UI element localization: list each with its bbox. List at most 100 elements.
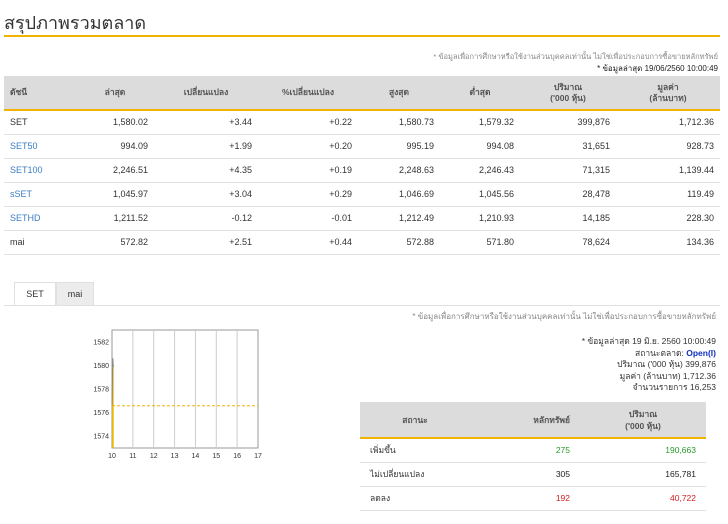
chart-x-tick-label: 10: [108, 453, 116, 460]
pct-change-cell: -0.01: [258, 206, 358, 231]
col-volume-label: ปริมาณ: [553, 81, 583, 92]
last-cell: 994.09: [76, 134, 154, 159]
status-label-cell: ไม่เปลี่ยนแปลง: [360, 462, 470, 487]
market-status-label: สถานะตลาด:: [635, 347, 684, 358]
chart-tabs: SET mai: [14, 282, 94, 306]
volume-cell: 399,876: [520, 110, 616, 135]
disclaimer-text: * ข้อมูลเพื่อการศึกษาหรือใช้งานส่วนบุคคล…: [433, 52, 718, 61]
index-cell[interactable]: SETHD: [4, 206, 76, 231]
col-high: สูงสุด: [358, 76, 440, 111]
status-volume-cell: 165,781: [580, 462, 706, 487]
table-row: SET50 994.09 +1.99 +0.20 995.19 994.08 31,651 9…: [4, 134, 720, 159]
change-cell: +4.35: [154, 158, 258, 183]
stat-deals-label: จำนวนรายการ: [632, 382, 688, 392]
market-stats: * ข้อมูลล่าสุด 19 มิ.ย. 2560 10:00:49 สถ…: [582, 336, 716, 394]
chart-x-tick-label: 11: [129, 453, 136, 460]
col-volume-unit: ('000 หุ้น): [550, 92, 586, 103]
intraday-chart-svg: 10 11 12 13 14 15 16 17 1582 1580 1578 1576 1574: [93, 329, 262, 460]
change-cell: +3.44: [154, 110, 258, 135]
col-high-label: สูงสุด: [388, 87, 410, 97]
col-last: ล่าสุด: [76, 76, 154, 111]
chart-y-tick-label: 1582: [93, 339, 109, 346]
pct-change-cell: +0.29: [258, 182, 358, 207]
high-cell: 1,046.69: [358, 182, 440, 207]
index-cell[interactable]: SET50: [4, 134, 76, 159]
market-status: สถานะตลาด: Open(I): [582, 348, 716, 360]
low-cell: 1,579.32: [440, 110, 520, 135]
disclaimer-side: * ข้อมูลเพื่อการศึกษาหรือใช้งานส่วนบุคคล…: [412, 312, 716, 321]
page-title: สรุปภาพรวมตลาด: [4, 13, 147, 33]
status-row: ลดลง 192 40,722: [360, 486, 706, 511]
change-cell: -0.12: [154, 206, 258, 231]
table-header-row: ดัชนี ล่าสุด เปลี่ยนแปลง %เปลี่ยนแปลง สู…: [4, 76, 720, 111]
index-cell[interactable]: SET100: [4, 158, 76, 183]
col-status-volume-unit: ('000 หุ้น): [625, 420, 661, 431]
tab-divider: [4, 305, 720, 306]
status-row: ไม่เปลี่ยนแปลง 305 165,781: [360, 462, 706, 487]
col-volume: ปริมาณ ('000 หุ้น): [520, 76, 616, 111]
value-cell: 928.73: [616, 134, 720, 159]
volume-cell: 71,315: [520, 158, 616, 183]
pct-change-cell: +0.19: [258, 158, 358, 183]
col-status-volume-label: ปริมาณ: [628, 408, 658, 419]
col-status-label: สถานะ: [402, 414, 428, 425]
stat-volume-value: 399,876: [685, 359, 716, 369]
chart-y-tick-label: 1580: [93, 363, 109, 370]
chart-x-tick-label: 12: [150, 453, 158, 460]
volume-cell: 14,185: [520, 206, 616, 231]
status-header-row: สถานะ หลักทรัพย์ ปริมาณ ('000 หุ้น): [360, 402, 706, 439]
change-cell: +3.04: [154, 182, 258, 207]
col-last-label: ล่าสุด: [104, 87, 126, 97]
high-cell: 572.88: [358, 230, 440, 255]
status-count-cell: 305: [470, 462, 580, 487]
status-row: เพิ่มขึ้น 275 190,663: [360, 438, 706, 463]
low-cell: 994.08: [440, 134, 520, 159]
table-row: mai 572.82 +2.51 +0.44 572.88 571.80 78,624 134…: [4, 230, 720, 255]
status-label-cell: เพิ่มขึ้น: [360, 438, 470, 463]
chart-y-tick-label: 1576: [93, 410, 109, 417]
volume-cell: 28,478: [520, 182, 616, 207]
table-row: SETHD 1,211.52 -0.12 -0.01 1,212.49 1,210.93 1…: [4, 206, 720, 231]
col-securities: หลักทรัพย์: [470, 402, 580, 439]
col-value-unit: (ล้านบาท): [649, 92, 687, 103]
stat-value-label: มูลค่า (ล้านบาท): [619, 370, 681, 381]
stat-volume: ปริมาณ ('000 หุ้น) 399,876: [582, 359, 716, 371]
last-cell: 1,580.02: [76, 110, 154, 135]
low-cell: 2,246.43: [440, 158, 520, 183]
last-cell: 572.82: [76, 230, 154, 255]
volume-cell: 78,624: [520, 230, 616, 255]
col-index-label: ดัชนี: [10, 87, 28, 97]
chart-x-tick-label: 16: [233, 453, 241, 460]
table-row: SET100 2,246.51 +4.35 +0.19 2,248.63 2,246.43…: [4, 158, 720, 183]
disclaimer-top: * ข้อมูลเพื่อการศึกษาหรือใช้งานส่วนบุคคล…: [433, 51, 718, 75]
market-index-table: ดัชนี ล่าสุด เปลี่ยนแปลง %เปลี่ยนแปลง สู…: [4, 76, 720, 255]
tab-mai[interactable]: mai: [56, 282, 94, 306]
tab-set[interactable]: SET: [14, 282, 56, 306]
last-cell: 2,246.51: [76, 158, 154, 183]
chart-series-line: [111, 358, 115, 406]
title-divider: [4, 35, 720, 37]
advance-decline-table: สถานะ หลักทรัพย์ ปริมาณ ('000 หุ้น) เพิ่ม…: [360, 402, 706, 511]
stat-value: มูลค่า (ล้านบาท) 1,712.36: [582, 371, 716, 383]
col-value: มูลค่า (ล้านบาท): [616, 76, 720, 111]
chart-plot-area: [111, 329, 259, 449]
high-cell: 1,580.73: [358, 110, 440, 135]
chart-y-tick-label: 1574: [93, 434, 109, 441]
pct-change-cell: +0.44: [258, 230, 358, 255]
market-status-value: Open(I): [686, 347, 716, 358]
index-cell: SET: [4, 110, 76, 135]
last-cell: 1,211.52: [76, 206, 154, 231]
last-updated: * ข้อมูลล่าสุด 19/06/2560 10:00:49: [597, 64, 718, 73]
value-cell: 228.30: [616, 206, 720, 231]
index-cell: mai: [4, 230, 76, 255]
index-cell[interactable]: sSET: [4, 182, 76, 207]
stat-value-value: 1,712.36: [682, 370, 716, 381]
col-low-label: ต่ำสุด: [469, 87, 491, 97]
col-securities-label: หลักทรัพย์: [533, 414, 570, 425]
stats-updated: * ข้อมูลล่าสุด 19 มิ.ย. 2560 10:00:49: [581, 336, 716, 346]
value-cell: 119.49: [616, 182, 720, 207]
col-low: ต่ำสุด: [440, 76, 520, 111]
status-count-cell: 275: [470, 438, 580, 463]
pct-change-cell: +0.20: [258, 134, 358, 159]
col-value-label: มูลค่า: [657, 81, 679, 92]
